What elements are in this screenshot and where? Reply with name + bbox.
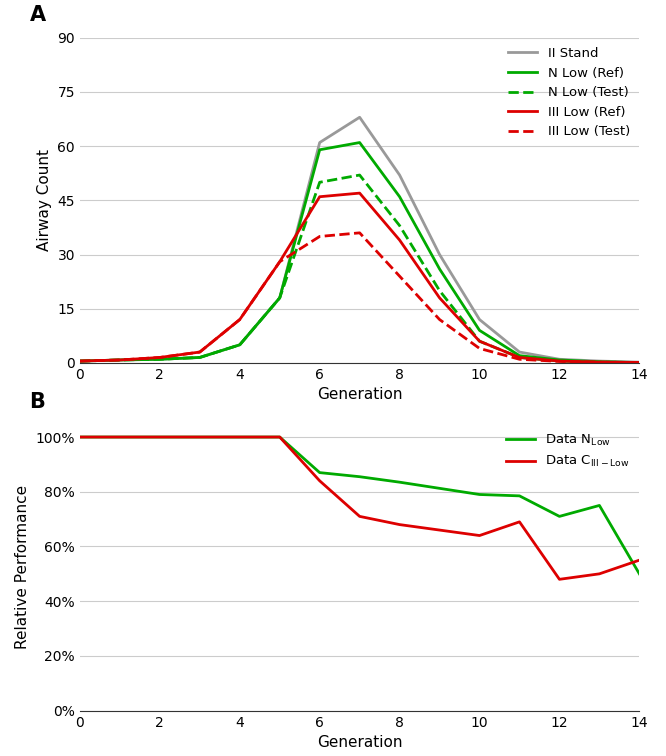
III Low (Ref): [436, 293, 444, 302]
III Low (Ref): [156, 353, 164, 362]
II Stand: [595, 357, 603, 366]
III Low (Test): [116, 355, 124, 364]
N Low (Ref): [515, 351, 523, 360]
N Low (Test): [276, 293, 284, 302]
III Low (Ref): [635, 358, 643, 367]
III Low (Ref): [476, 336, 484, 345]
N Low (Test): [555, 357, 563, 366]
Legend: II Stand, N Low (Ref), N Low (Test), III Low (Ref), III Low (Test): II Stand, N Low (Ref), N Low (Test), III…: [503, 42, 635, 144]
Text: A: A: [29, 5, 46, 25]
II Stand: [156, 355, 164, 364]
III Low (Test): [476, 344, 484, 353]
N Low (Test): [595, 358, 603, 367]
N Low (Ref): [476, 326, 484, 335]
N Low (Test): [356, 171, 364, 180]
III Low (Test): [555, 357, 563, 366]
N Low (Ref): [276, 293, 284, 302]
N Low (Ref): [196, 353, 204, 362]
III Low (Test): [276, 257, 284, 266]
II Stand: [555, 355, 563, 364]
III Low (Test): [196, 348, 204, 357]
III Low (Ref): [356, 188, 364, 197]
II Stand: [236, 340, 244, 349]
N Low (Ref): [236, 340, 244, 349]
N Low (Ref): [156, 355, 164, 364]
III Low (Test): [356, 228, 364, 237]
II Stand: [316, 138, 324, 147]
II Stand: [116, 355, 124, 364]
Line: N Low (Test): N Low (Test): [80, 175, 639, 363]
X-axis label: Generation: Generation: [317, 735, 402, 750]
N Low (Ref): [555, 355, 563, 364]
III Low (Test): [156, 353, 164, 362]
III Low (Test): [595, 358, 603, 367]
N Low (Test): [515, 353, 523, 362]
Line: III Low (Test): III Low (Test): [80, 233, 639, 363]
II Stand: [635, 358, 643, 367]
N Low (Test): [76, 357, 84, 366]
X-axis label: Generation: Generation: [317, 387, 402, 402]
N Low (Test): [196, 353, 204, 362]
III Low (Ref): [196, 348, 204, 357]
N Low (Test): [476, 336, 484, 345]
III Low (Test): [236, 315, 244, 324]
II Stand: [515, 348, 523, 357]
N Low (Ref): [635, 358, 643, 367]
Line: II Stand: II Stand: [80, 117, 639, 362]
N Low (Ref): [396, 192, 404, 201]
III Low (Ref): [595, 358, 603, 367]
N Low (Ref): [436, 265, 444, 274]
II Stand: [396, 171, 404, 180]
II Stand: [476, 315, 484, 324]
Line: III Low (Ref): III Low (Ref): [80, 193, 639, 363]
III Low (Test): [635, 358, 643, 367]
N Low (Ref): [76, 357, 84, 366]
Text: B: B: [29, 392, 45, 412]
III Low (Ref): [515, 353, 523, 362]
III Low (Ref): [316, 192, 324, 201]
Line: N Low (Ref): N Low (Ref): [80, 143, 639, 363]
N Low (Test): [436, 286, 444, 295]
N Low (Ref): [595, 358, 603, 367]
II Stand: [196, 353, 204, 362]
III Low (Test): [436, 315, 444, 324]
III Low (Test): [316, 232, 324, 241]
II Stand: [76, 357, 84, 366]
Y-axis label: Relative Performance: Relative Performance: [15, 485, 30, 649]
N Low (Ref): [356, 138, 364, 147]
N Low (Test): [156, 355, 164, 364]
III Low (Test): [76, 357, 84, 366]
III Low (Ref): [396, 236, 404, 245]
II Stand: [276, 293, 284, 302]
N Low (Test): [396, 221, 404, 230]
Legend: Data N$_{\rm Low}$, Data C$_{\rm III-Low}$: Data N$_{\rm Low}$, Data C$_{\rm III-Low…: [500, 427, 635, 475]
II Stand: [436, 250, 444, 259]
N Low (Test): [116, 355, 124, 364]
N Low (Test): [316, 178, 324, 187]
N Low (Ref): [316, 145, 324, 154]
N Low (Ref): [116, 355, 124, 364]
III Low (Ref): [276, 257, 284, 266]
N Low (Test): [635, 358, 643, 367]
III Low (Ref): [555, 357, 563, 366]
II Stand: [356, 113, 364, 122]
Y-axis label: Airway Count: Airway Count: [37, 150, 52, 251]
III Low (Test): [396, 271, 404, 280]
III Low (Ref): [236, 315, 244, 324]
III Low (Ref): [76, 357, 84, 366]
III Low (Ref): [116, 355, 124, 364]
N Low (Test): [236, 340, 244, 349]
III Low (Test): [515, 355, 523, 364]
